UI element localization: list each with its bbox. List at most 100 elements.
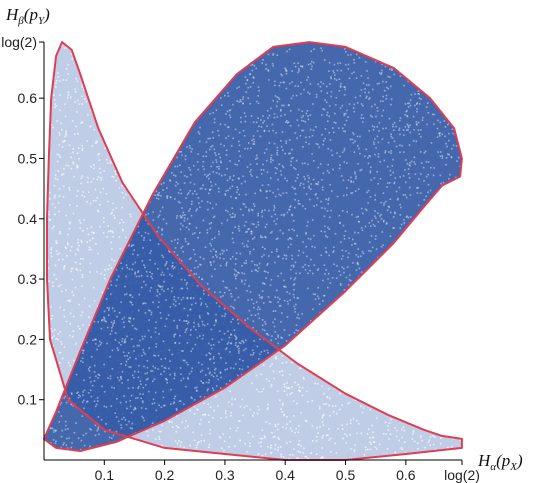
data-point xyxy=(298,69,300,72)
data-point xyxy=(204,246,207,248)
data-point xyxy=(137,270,140,272)
data-point xyxy=(79,328,81,330)
data-point xyxy=(179,201,181,204)
data-point xyxy=(254,192,256,195)
data-point xyxy=(298,67,300,70)
data-point xyxy=(352,417,355,420)
data-point xyxy=(274,356,277,358)
data-point xyxy=(191,148,194,150)
data-point xyxy=(319,85,322,88)
data-point xyxy=(289,125,292,127)
data-point xyxy=(232,137,234,140)
data-point xyxy=(282,456,285,458)
data-point xyxy=(69,204,71,206)
data-point xyxy=(239,252,242,255)
data-point xyxy=(309,114,312,116)
data-point xyxy=(131,296,134,299)
data-point xyxy=(186,146,188,148)
data-point xyxy=(157,354,160,357)
data-point xyxy=(281,411,284,413)
data-point xyxy=(272,65,274,67)
data-point xyxy=(97,176,100,178)
data-point xyxy=(176,325,178,327)
data-point xyxy=(173,401,176,403)
data-point xyxy=(286,291,288,293)
data-point xyxy=(257,453,260,455)
data-point xyxy=(137,376,140,379)
data-point xyxy=(66,447,69,449)
data-point xyxy=(70,53,73,55)
data-point xyxy=(91,384,94,387)
data-point xyxy=(72,212,75,215)
data-point xyxy=(285,286,287,288)
data-point xyxy=(110,241,112,244)
data-point xyxy=(158,285,161,287)
data-point xyxy=(255,374,258,377)
data-point xyxy=(347,63,350,66)
data-point xyxy=(164,357,167,360)
data-point xyxy=(298,250,300,252)
data-point xyxy=(446,145,448,148)
data-point xyxy=(173,266,176,269)
data-point xyxy=(227,401,230,404)
data-point xyxy=(203,289,205,292)
data-point xyxy=(176,156,178,159)
data-point xyxy=(97,428,99,430)
data-point xyxy=(70,96,72,99)
data-point xyxy=(73,175,75,178)
data-point xyxy=(271,123,274,126)
data-point xyxy=(358,267,361,270)
data-point xyxy=(399,203,401,206)
data-point xyxy=(303,175,305,178)
data-point xyxy=(447,153,449,155)
data-point xyxy=(96,178,99,181)
data-point xyxy=(325,403,327,405)
data-point xyxy=(271,251,273,253)
data-point xyxy=(287,387,290,389)
data-point xyxy=(258,408,260,411)
data-point xyxy=(166,187,168,189)
data-point xyxy=(81,103,83,105)
data-point xyxy=(286,423,288,425)
data-point xyxy=(196,444,198,446)
data-point xyxy=(323,294,325,297)
data-point xyxy=(90,428,92,431)
data-point xyxy=(110,437,113,439)
data-point xyxy=(269,284,272,286)
data-point xyxy=(342,179,345,182)
data-point xyxy=(440,437,442,439)
data-point xyxy=(137,254,139,256)
data-point xyxy=(322,172,325,175)
data-point xyxy=(205,151,208,153)
data-point xyxy=(199,395,202,398)
data-point xyxy=(297,383,299,386)
data-point xyxy=(96,348,98,351)
data-point xyxy=(112,176,115,178)
data-point xyxy=(298,367,301,370)
data-point xyxy=(242,102,244,105)
data-point xyxy=(385,433,387,435)
data-point xyxy=(183,446,185,449)
data-point xyxy=(407,125,409,127)
data-point xyxy=(280,214,283,216)
data-point xyxy=(150,336,152,338)
data-point xyxy=(71,267,74,270)
data-point xyxy=(349,433,352,436)
data-point xyxy=(238,86,240,88)
data-point xyxy=(63,268,65,270)
data-point xyxy=(140,407,143,409)
data-point xyxy=(283,383,286,385)
data-point xyxy=(223,307,226,310)
data-point xyxy=(177,200,180,203)
data-point xyxy=(393,227,395,229)
data-point xyxy=(95,200,97,202)
data-point xyxy=(90,381,92,383)
data-point xyxy=(314,194,317,196)
data-point xyxy=(317,432,319,434)
data-point xyxy=(347,179,350,181)
data-point xyxy=(310,50,312,52)
data-point xyxy=(390,418,392,421)
data-point xyxy=(120,424,122,426)
data-point xyxy=(300,445,302,447)
data-point xyxy=(232,367,235,370)
